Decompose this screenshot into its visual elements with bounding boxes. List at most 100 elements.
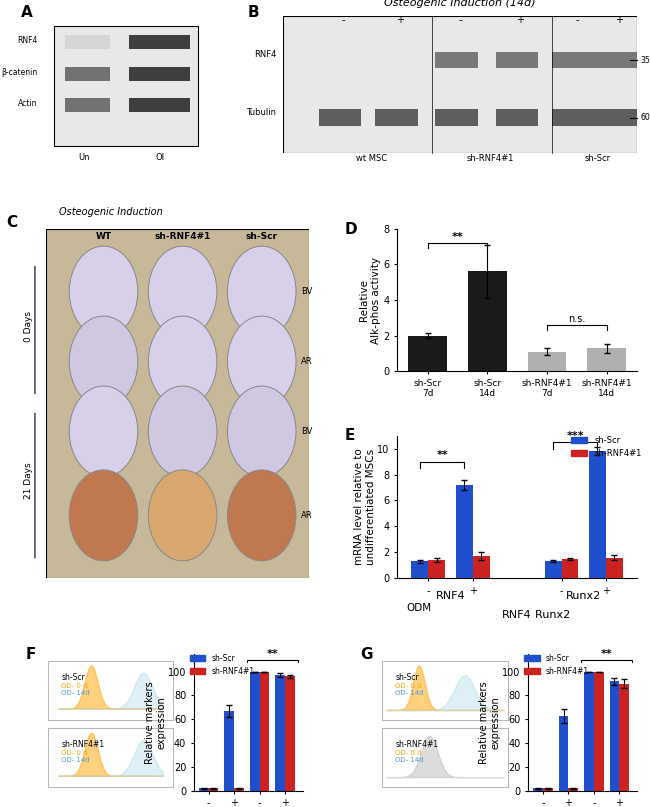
Bar bbox=[436, 110, 478, 126]
Text: sh-RNF4#1: sh-RNF4#1 bbox=[467, 154, 514, 164]
Y-axis label: Relative markers
expression: Relative markers expression bbox=[479, 681, 501, 763]
Bar bbox=[533, 788, 543, 791]
Circle shape bbox=[227, 246, 296, 337]
Circle shape bbox=[148, 316, 217, 407]
Text: OD- 14d: OD- 14d bbox=[395, 690, 424, 696]
Text: n.s.: n.s. bbox=[568, 314, 586, 324]
Bar bbox=[129, 36, 190, 49]
Bar bbox=[129, 67, 190, 81]
Text: RNF4: RNF4 bbox=[502, 610, 532, 620]
Circle shape bbox=[70, 470, 138, 561]
Text: sh-RNF4#1: sh-RNF4#1 bbox=[61, 741, 104, 750]
Text: sh-Scr: sh-Scr bbox=[61, 673, 85, 682]
Text: D: D bbox=[344, 222, 357, 236]
Text: OD- 14d: OD- 14d bbox=[395, 757, 424, 763]
Bar bbox=[436, 52, 478, 69]
Text: OD- 14d: OD- 14d bbox=[61, 690, 90, 696]
Bar bbox=[199, 788, 209, 791]
Text: WT: WT bbox=[96, 232, 112, 241]
Text: G: G bbox=[360, 647, 372, 662]
Bar bbox=[595, 110, 637, 126]
Bar bbox=[559, 716, 568, 791]
Circle shape bbox=[227, 470, 296, 561]
Text: RNF4: RNF4 bbox=[254, 50, 276, 59]
Text: OD- 0 d: OD- 0 d bbox=[395, 683, 422, 688]
Bar bbox=[65, 36, 110, 49]
Bar bbox=[276, 675, 285, 791]
Y-axis label: Relative markers
expression: Relative markers expression bbox=[145, 681, 166, 763]
Bar bbox=[588, 348, 626, 371]
Text: AR: AR bbox=[302, 511, 313, 520]
Bar bbox=[610, 681, 619, 791]
Circle shape bbox=[70, 386, 138, 477]
Bar bbox=[568, 788, 578, 791]
Bar bbox=[285, 676, 294, 791]
Bar bbox=[408, 336, 447, 371]
Text: E: E bbox=[344, 429, 355, 444]
Bar bbox=[584, 671, 594, 791]
Text: RNF4: RNF4 bbox=[436, 591, 465, 601]
Legend: sh-Scr, sh-RNF4#1: sh-Scr, sh-RNF4#1 bbox=[187, 650, 257, 679]
Bar bbox=[495, 52, 538, 69]
Bar bbox=[48, 661, 174, 720]
Bar bbox=[382, 661, 508, 720]
Y-axis label: Relative
Alk-phos activity: Relative Alk-phos activity bbox=[359, 257, 381, 344]
Text: -: - bbox=[342, 15, 345, 25]
Bar bbox=[250, 671, 259, 791]
Text: C: C bbox=[6, 215, 17, 230]
Bar bbox=[619, 684, 629, 791]
Bar bbox=[234, 788, 244, 791]
Text: sh-Scr: sh-Scr bbox=[585, 154, 611, 164]
Circle shape bbox=[70, 316, 138, 407]
Text: **: ** bbox=[436, 450, 448, 460]
Bar bbox=[589, 451, 606, 579]
Text: OD- 0 d: OD- 0 d bbox=[395, 750, 422, 755]
Bar bbox=[53, 26, 198, 146]
Text: sh-RNF4#1: sh-RNF4#1 bbox=[395, 741, 439, 750]
Text: **: ** bbox=[452, 232, 463, 242]
Text: AR: AR bbox=[302, 357, 313, 366]
Text: sh-Scr: sh-Scr bbox=[395, 673, 419, 682]
Bar bbox=[411, 562, 428, 579]
Bar bbox=[209, 788, 218, 791]
Text: Runx2: Runx2 bbox=[465, 610, 570, 620]
Bar bbox=[552, 110, 595, 126]
Text: Tubulin: Tubulin bbox=[246, 107, 276, 117]
Text: 35kDa: 35kDa bbox=[640, 56, 650, 65]
Bar bbox=[382, 728, 508, 787]
Bar bbox=[528, 352, 566, 371]
Text: Un: Un bbox=[79, 153, 90, 162]
Text: -: - bbox=[575, 15, 578, 25]
Bar bbox=[552, 52, 595, 69]
Text: Osteogenic Induction: Osteogenic Induction bbox=[58, 207, 162, 217]
Text: wt MSC: wt MSC bbox=[356, 154, 387, 164]
Bar bbox=[594, 671, 603, 791]
Text: F: F bbox=[26, 647, 36, 662]
Text: OD- 0 d: OD- 0 d bbox=[61, 750, 88, 755]
Bar bbox=[606, 558, 623, 579]
Bar bbox=[545, 562, 562, 579]
Bar bbox=[129, 98, 190, 112]
Text: Runx2: Runx2 bbox=[566, 591, 601, 601]
Bar bbox=[48, 728, 174, 787]
Circle shape bbox=[148, 386, 217, 477]
Bar bbox=[543, 788, 552, 791]
Text: sh-Scr: sh-Scr bbox=[246, 232, 278, 241]
Text: B: B bbox=[248, 5, 259, 20]
Bar bbox=[428, 560, 445, 579]
Text: OD- 14d: OD- 14d bbox=[61, 757, 90, 763]
Bar bbox=[456, 485, 473, 579]
Bar bbox=[468, 271, 507, 371]
Text: Osteogenic Induction (14d): Osteogenic Induction (14d) bbox=[384, 0, 536, 8]
Circle shape bbox=[148, 246, 217, 337]
Circle shape bbox=[227, 386, 296, 477]
Text: 60kDa: 60kDa bbox=[640, 113, 650, 122]
Text: Actin: Actin bbox=[18, 99, 38, 108]
Text: BV: BV bbox=[302, 287, 313, 296]
Bar bbox=[224, 711, 234, 791]
Text: 21 Days: 21 Days bbox=[25, 462, 33, 499]
Text: ***: *** bbox=[567, 431, 584, 441]
Legend: sh-Scr, sh-RNF4#1: sh-Scr, sh-RNF4#1 bbox=[567, 433, 645, 462]
Bar bbox=[375, 110, 418, 126]
Text: -: - bbox=[458, 15, 462, 25]
